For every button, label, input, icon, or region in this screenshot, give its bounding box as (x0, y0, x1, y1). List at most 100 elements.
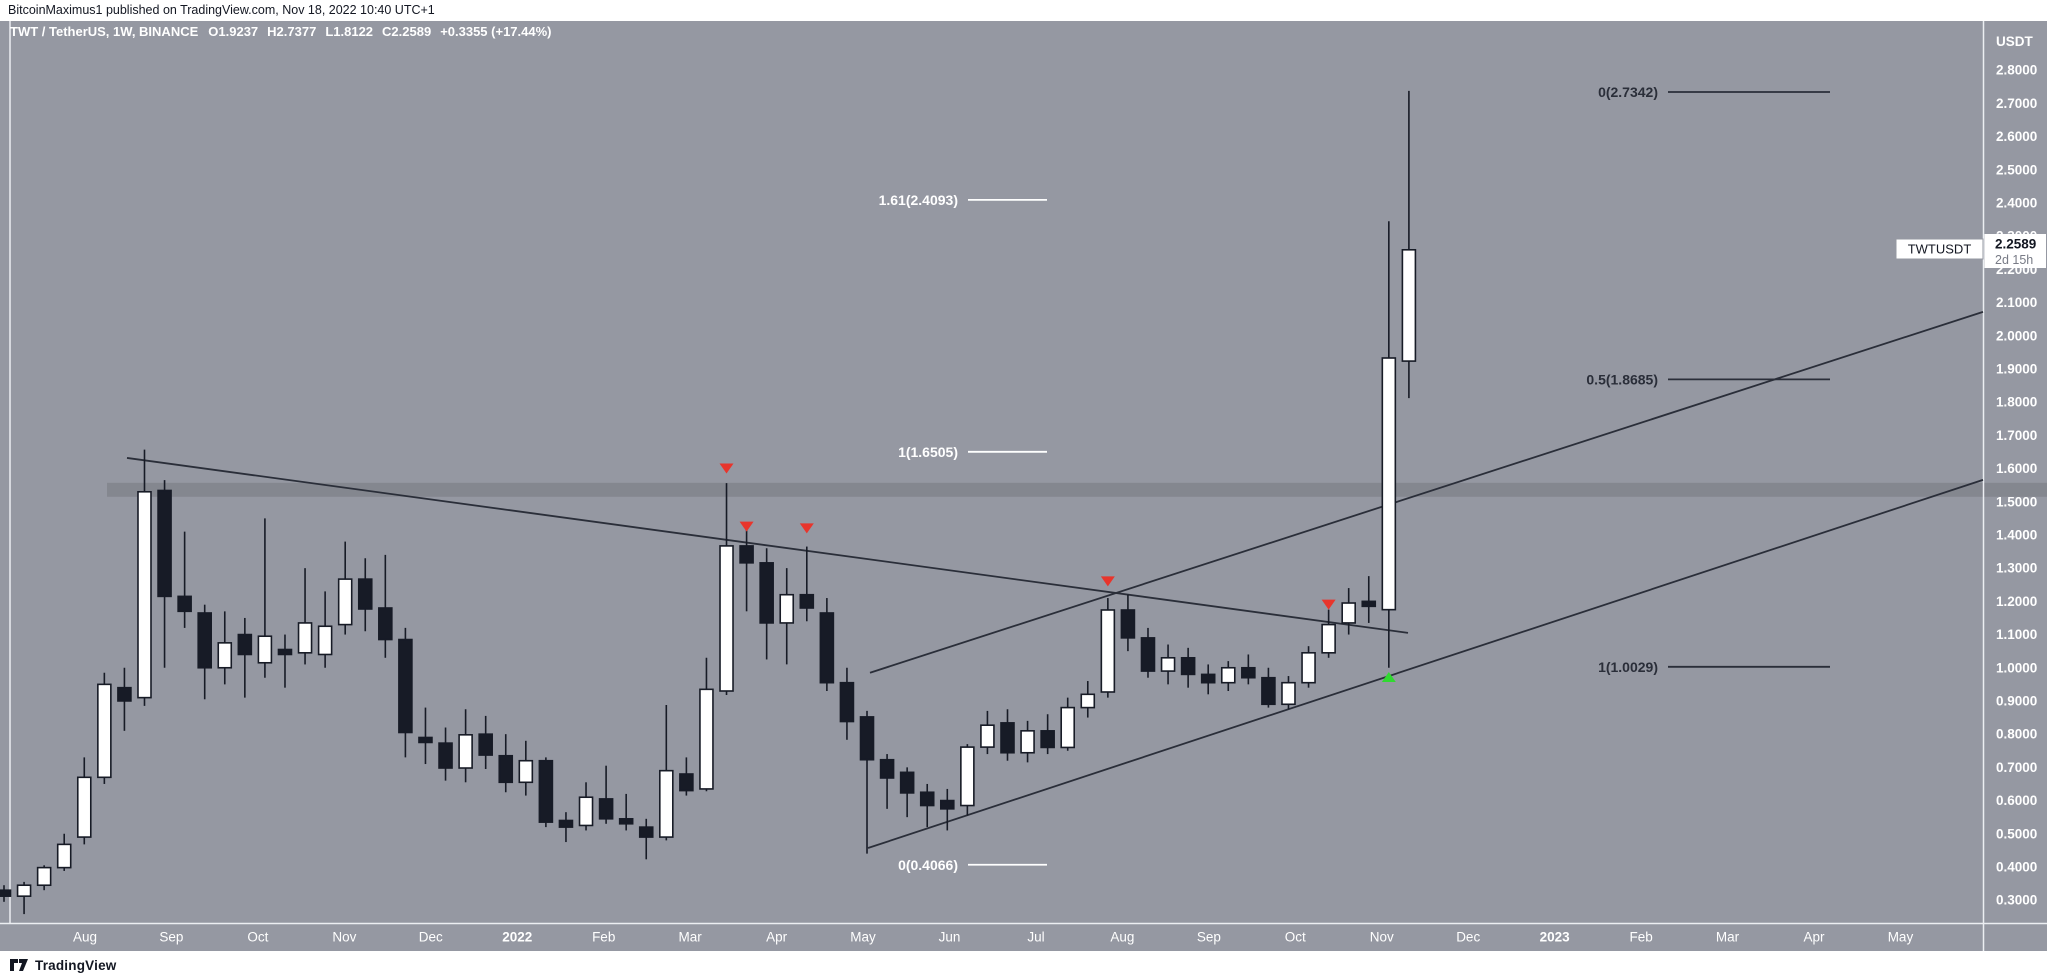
buy-marker-icon (1381, 672, 1396, 683)
candle-body-9 (177, 595, 192, 613)
time-axis-strip[interactable] (0, 923, 2047, 951)
sell-marker-icon (739, 521, 754, 532)
time-axis-label-13[interactable]: Sep (1197, 930, 1221, 945)
price-axis-label-14[interactable]: 1.4000 (1996, 527, 2037, 542)
time-axis-label-6[interactable]: Feb (592, 930, 615, 945)
time-axis-label-2[interactable]: Oct (247, 930, 268, 945)
candle-body-62 (1241, 666, 1256, 679)
price-axis-label-19[interactable]: 0.9000 (1996, 693, 2037, 708)
price-axis-label-20[interactable]: 0.8000 (1996, 727, 2037, 742)
time-axis-label-11[interactable]: Jul (1027, 930, 1044, 945)
price-axis-label-18[interactable]: 1.0000 (1996, 660, 2037, 675)
ohlc-low: L1.8122 (325, 24, 374, 39)
price-axis-label-22[interactable]: 0.6000 (1996, 793, 2037, 808)
price-axis-label-8[interactable]: 2.0000 (1996, 328, 2037, 343)
price-axis-label-24[interactable]: 0.4000 (1996, 859, 2037, 874)
price-axis-label-11[interactable]: 1.7000 (1996, 428, 2037, 443)
candle-body-11 (217, 642, 233, 669)
time-axis-label-5[interactable]: 2022 (502, 930, 532, 945)
candle-body-17 (337, 578, 353, 626)
tradingview-footer[interactable]: TradingView (0, 951, 2047, 979)
time-axis-label-15[interactable]: Nov (1370, 930, 1394, 945)
price-axis-label-0[interactable]: 2.8000 (1996, 63, 2037, 78)
ohlc-open: O1.9237 (208, 24, 259, 39)
price-axis-label-16[interactable]: 1.2000 (1996, 594, 2037, 609)
time-axis-label-19[interactable]: Mar (1716, 930, 1740, 945)
chart-background[interactable] (0, 21, 2047, 923)
candle-body-41 (819, 612, 835, 684)
price-axis-label-15[interactable]: 1.3000 (1996, 561, 2037, 576)
time-axis-label-1[interactable]: Sep (159, 930, 183, 945)
sell-marker-icon (1100, 576, 1115, 587)
candle-body-40 (799, 593, 815, 609)
fib-dark-label-2[interactable]: 1(1.0029) (1598, 659, 1658, 675)
symbol-price-label-box (1895, 238, 1984, 260)
price-axis-label-4[interactable]: 2.4000 (1996, 195, 2037, 210)
time-axis-label-17[interactable]: 2023 (1540, 930, 1571, 945)
time-axis-label-12[interactable]: Aug (1110, 930, 1134, 945)
publish-header: BitcoinMaximus1 published on TradingView… (0, 0, 2047, 21)
trendline-2[interactable] (867, 478, 1984, 849)
time-axis-label-4[interactable]: Dec (419, 930, 443, 945)
ohlc-high: H2.7377 (267, 24, 317, 39)
candle-body-64 (1281, 681, 1296, 706)
price-axis-label-12[interactable]: 1.6000 (1996, 461, 2037, 476)
price-axis-label-1[interactable]: 2.7000 (1996, 96, 2037, 111)
candle-body-34 (679, 773, 694, 792)
fib-dark-label-1[interactable]: 0.5(1.8685) (1586, 371, 1658, 387)
time-axis-label-9[interactable]: May (850, 930, 876, 945)
time-axis-label-20[interactable]: Apr (1803, 930, 1825, 945)
fib-white-label-0[interactable]: 1.61(2.4093) (879, 192, 958, 208)
time-axis-label-8[interactable]: Apr (766, 930, 788, 945)
candle-body-42 (839, 681, 855, 723)
price-axis-label-13[interactable]: 1.5000 (1996, 494, 2037, 509)
candle-body-59 (1180, 656, 1196, 676)
candle-body-66 (1321, 623, 1336, 654)
trendline-1[interactable] (126, 457, 1409, 634)
candle-body-67 (1341, 602, 1356, 624)
time-axis-label-0[interactable]: Aug (73, 930, 97, 945)
candle-body-47 (939, 799, 955, 810)
candle-body-35 (699, 688, 714, 790)
current-price-value: 2.2589 (1995, 237, 2036, 252)
ohlc-close: C2.2589 (382, 24, 432, 39)
time-axis-label-21[interactable]: May (1888, 930, 1914, 945)
candle-body-7 (137, 490, 152, 699)
fib-white-label-1[interactable]: 1(1.6505) (898, 444, 958, 460)
symbol-price-label: TWTUSDT (1908, 242, 1972, 257)
sell-marker-icon (719, 463, 734, 474)
time-axis-label-10[interactable]: Jun (939, 930, 961, 945)
tradingview-brand-label: TradingView (35, 957, 117, 973)
candle-body-4 (76, 776, 92, 838)
price-axis-label-3[interactable]: 2.5000 (1996, 162, 2037, 177)
time-axis-label-14[interactable]: Oct (1285, 930, 1306, 945)
candle-body-6 (117, 686, 132, 702)
price-axis-label-2[interactable]: 2.6000 (1996, 129, 2037, 144)
price-axis-label-23[interactable]: 0.5000 (1996, 826, 2037, 841)
resistance-zone[interactable] (107, 482, 2047, 497)
time-axis-label-7[interactable]: Mar (679, 930, 703, 945)
price-axis-label-9[interactable]: 1.9000 (1996, 361, 2037, 376)
time-axis-label-16[interactable]: Dec (1456, 930, 1480, 945)
price-axis-label-21[interactable]: 0.7000 (1996, 760, 2037, 775)
fib-dark-label-0[interactable]: 0(2.7342) (1598, 84, 1658, 100)
time-axis-label-3[interactable]: Nov (332, 930, 356, 945)
time-axis-label-18[interactable]: Feb (1629, 930, 1652, 945)
fib-white-label-2[interactable]: 0(0.4066) (898, 857, 958, 873)
trendline-3[interactable] (869, 310, 1984, 674)
candle-body-65 (1301, 652, 1316, 684)
candle-body-37 (739, 545, 754, 564)
candle-body-56 (1120, 609, 1136, 639)
candle-body-30 (598, 798, 614, 820)
candle-body-10 (197, 612, 212, 669)
candle-body-18 (357, 578, 373, 610)
price-axis-label-7[interactable]: 2.1000 (1996, 295, 2037, 310)
sell-marker-icon (1321, 599, 1336, 610)
price-axis-label-25[interactable]: 0.3000 (1996, 893, 2037, 908)
price-axis-label-10[interactable]: 1.8000 (1996, 395, 2037, 410)
candle-body-32 (638, 826, 654, 838)
candle-body-33 (659, 769, 674, 838)
price-axis-label-17[interactable]: 1.1000 (1996, 627, 2037, 642)
candle-body-36 (719, 545, 734, 692)
